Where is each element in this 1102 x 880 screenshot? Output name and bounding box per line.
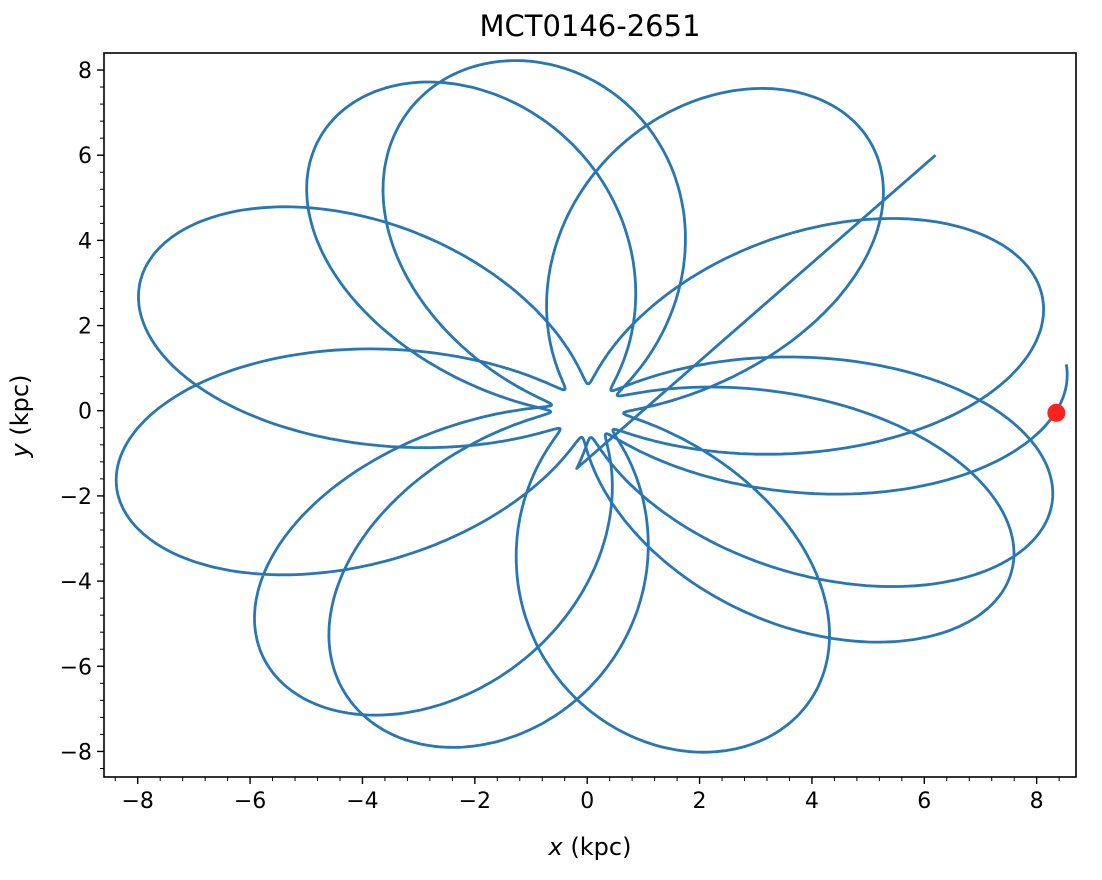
x-tick-label: 0 xyxy=(580,789,594,814)
x-tick-label: 4 xyxy=(805,789,819,814)
orbit-line xyxy=(114,59,1069,754)
x-tick-label: −4 xyxy=(346,789,378,814)
y-tick-label: 2 xyxy=(78,315,92,340)
y-tick-label: 4 xyxy=(78,229,92,254)
x-tick-label: −6 xyxy=(234,789,266,814)
x-axis-label: x (kpc) xyxy=(548,833,632,861)
y-tick-label: −2 xyxy=(60,485,92,510)
y-tick-label: −4 xyxy=(60,570,92,595)
x-tick-label: −8 xyxy=(121,789,153,814)
y-tick-label: 6 xyxy=(78,144,92,169)
y-axis-ticks: −8 −6 −4 −2 0 2 4 6 8 xyxy=(60,59,104,769)
current-position-marker xyxy=(1047,403,1066,422)
x-tick-label: −2 xyxy=(459,789,491,814)
x-axis-ticks: −8 −6 −4 −2 0 2 4 6 8 xyxy=(114,777,1060,814)
y-axis-label: y (kpc) xyxy=(6,375,34,459)
chart-title: MCT0146-2651 xyxy=(479,9,700,43)
y-tick-label: −8 xyxy=(60,740,92,765)
x-tick-label: 2 xyxy=(693,789,707,814)
x-tick-label: 6 xyxy=(917,789,931,814)
y-tick-label: 8 xyxy=(78,59,92,84)
x-tick-label: 8 xyxy=(1030,789,1044,814)
plot-frame xyxy=(103,52,1077,778)
y-tick-label: −6 xyxy=(60,655,92,680)
plot-area xyxy=(114,59,1069,754)
y-tick-label: 0 xyxy=(78,400,92,425)
